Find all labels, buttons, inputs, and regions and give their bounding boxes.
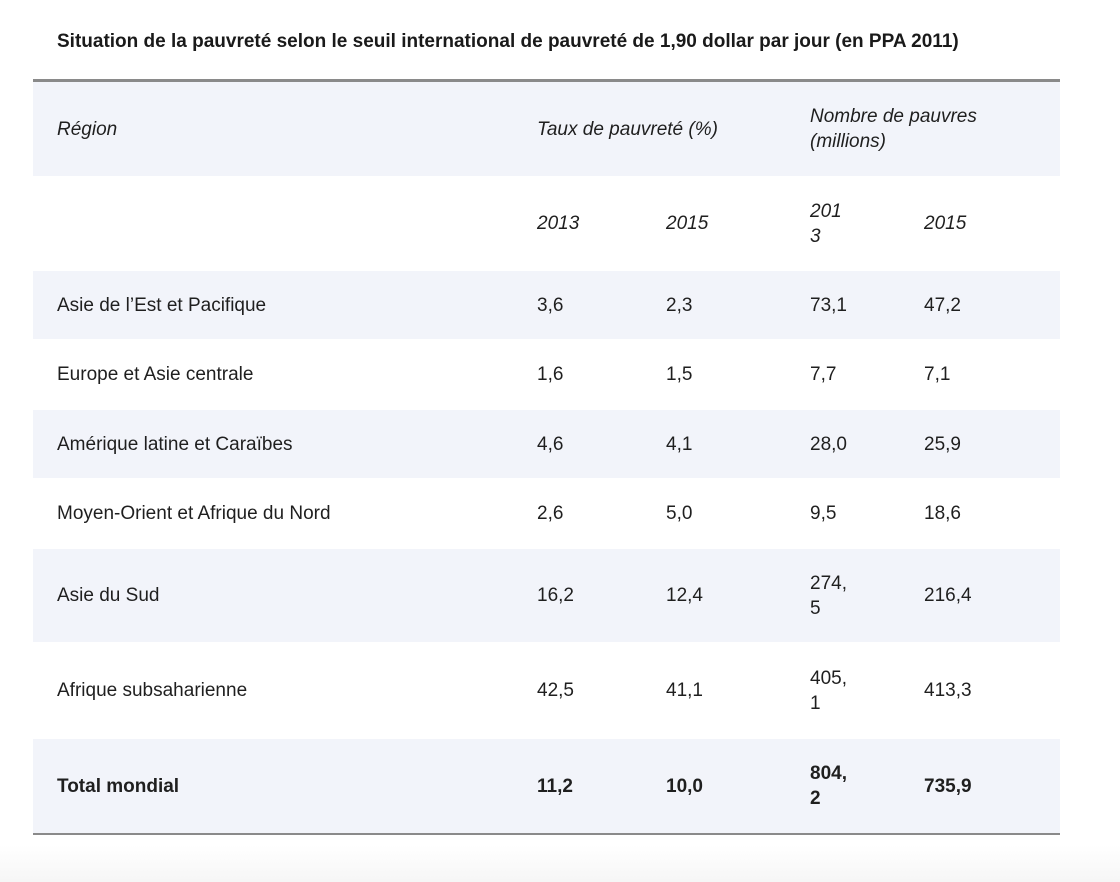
poor-2015: 216,4 <box>924 585 972 606</box>
poverty-table: Région Taux de pauvreté (%) Nombre de pa… <box>33 79 1060 835</box>
poor-2013: 405,1 <box>810 667 847 714</box>
rate-2013: 16,2 <box>537 585 574 606</box>
header-region: Région <box>57 118 118 140</box>
table-row: Asie de l’Est et Pacifique 3,6 2,3 73,1 … <box>33 271 1060 341</box>
rate-2015: 2,3 <box>666 294 693 316</box>
poor-2013: 7,7 <box>810 364 837 385</box>
table-years-row: 2013 2015 2013 2015 <box>33 178 1060 271</box>
table-row: Moyen-Orient et Afrique du Nord 2,6 5,0 … <box>33 480 1060 549</box>
rate-2015: 41,1 <box>666 680 703 701</box>
year-rate-2015: 2015 <box>666 213 709 234</box>
poor-2015: 47,2 <box>924 294 961 316</box>
region-name: Asie du Sud <box>57 585 160 606</box>
table-row: Asie du Sud 16,2 12,4 274,5 216,4 <box>33 549 1060 644</box>
header-number-of-poor: Nombre de pauvres (millions) <box>810 106 977 152</box>
poor-2013: 274,5 <box>810 572 847 619</box>
year-rate-2013: 2013 <box>537 213 580 234</box>
rate-2015: 4,1 <box>666 433 693 455</box>
table-row: Europe et Asie centrale 1,6 1,5 7,7 7,1 <box>33 341 1060 410</box>
rate-2013: 4,6 <box>537 433 564 455</box>
header-poverty-rate: Taux de pauvreté (%) <box>537 118 718 140</box>
region-name: Asie de l’Est et Pacifique <box>57 294 267 316</box>
poor-2015: 7,1 <box>924 364 951 385</box>
poor-2015: 413,3 <box>924 680 972 701</box>
table-row: Amérique latine et Caraïbes 4,6 4,1 28,0… <box>33 410 1060 480</box>
rate-2013: 1,6 <box>537 364 564 385</box>
year-poor-2013: 2013 <box>810 200 842 247</box>
table-header-row: Région Taux de pauvreté (%) Nombre de pa… <box>33 82 1060 178</box>
table-title: Situation de la pauvreté selon le seuil … <box>57 31 959 52</box>
poor-2013: 28,0 <box>810 433 847 455</box>
poor-2015: 18,6 <box>924 503 961 524</box>
rate-2013: 2,6 <box>537 503 564 524</box>
rate-2013: 3,6 <box>537 294 564 316</box>
table-total-row: Total mondial 11,2 10,0 804,2 735,9 <box>33 739 1060 835</box>
total-rate-2015: 10,0 <box>666 775 703 797</box>
year-poor-2015: 2015 <box>924 213 967 234</box>
rate-2015: 5,0 <box>666 503 693 524</box>
region-name: Amérique latine et Caraïbes <box>57 433 293 455</box>
poor-2013: 73,1 <box>810 294 847 316</box>
poor-2013: 9,5 <box>810 503 837 524</box>
rate-2015: 12,4 <box>666 585 703 606</box>
region-name: Afrique subsaharienne <box>57 680 248 701</box>
region-name: Moyen-Orient et Afrique du Nord <box>57 503 331 524</box>
rate-2015: 1,5 <box>666 364 693 385</box>
region-name: Europe et Asie centrale <box>57 364 254 385</box>
total-poor-2013: 804,2 <box>810 763 847 809</box>
total-poor-2015: 735,9 <box>924 775 972 797</box>
total-label: Total mondial <box>57 775 180 797</box>
total-rate-2013: 11,2 <box>537 775 573 797</box>
table-row: Afrique subsaharienne 42,5 41,1 405,1 41… <box>33 644 1060 739</box>
rate-2013: 42,5 <box>537 680 574 701</box>
poor-2015: 25,9 <box>924 433 961 455</box>
